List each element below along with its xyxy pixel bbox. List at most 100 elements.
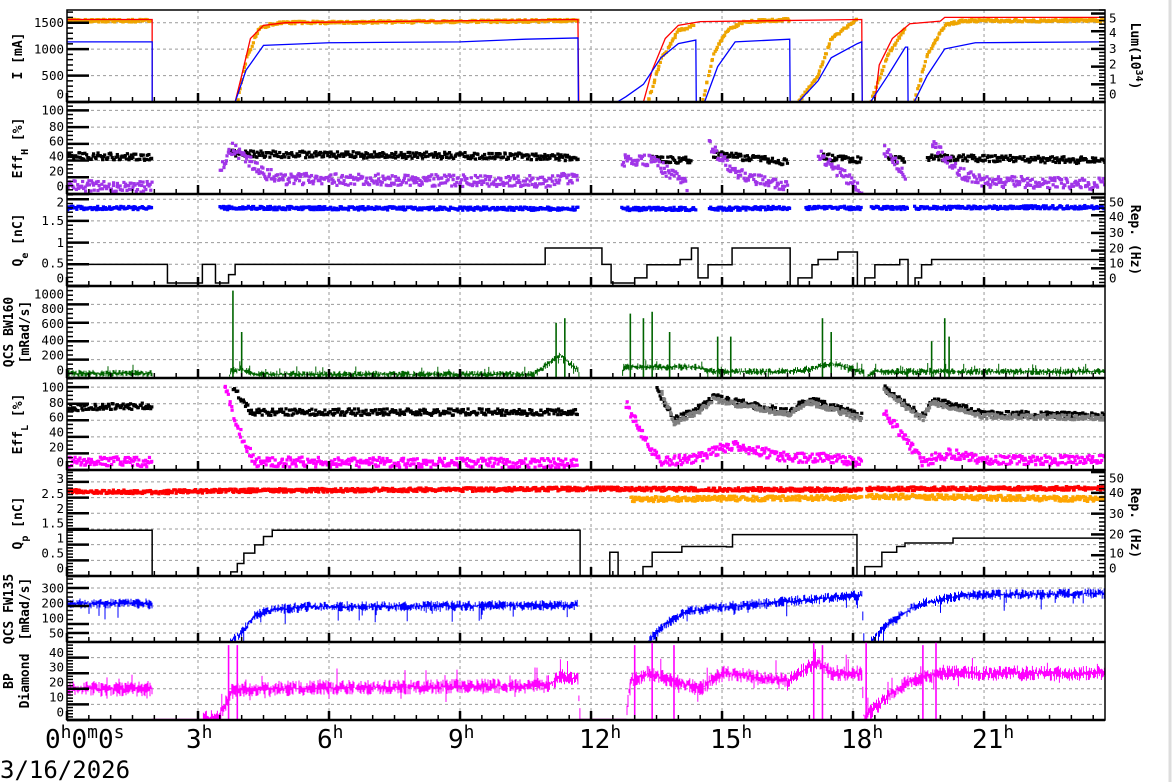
series-eff-l-black-point bbox=[566, 409, 571, 414]
series-eff-l-grey-point bbox=[941, 405, 945, 410]
series-eff-h-purple-point bbox=[352, 177, 356, 181]
series-eff-l-grey-point bbox=[1003, 416, 1007, 420]
series-eff-l-magenta-point bbox=[73, 455, 77, 459]
series-eff-l-black-point bbox=[106, 402, 111, 406]
series-eff-h-black-point bbox=[423, 151, 427, 155]
y-tick-label: 1 bbox=[56, 235, 64, 250]
series-eff-h-purple-point bbox=[509, 176, 513, 180]
right-tick-label: 30 bbox=[1109, 225, 1124, 240]
series-eff-h-purple-point bbox=[986, 180, 990, 184]
series-eff-h-black-point bbox=[899, 155, 903, 159]
series-eff-h-black-point bbox=[1009, 157, 1014, 161]
series-eff-h-purple-point bbox=[92, 188, 96, 192]
series-eff-h-black-point bbox=[257, 153, 262, 157]
series-eff-h-black-point bbox=[374, 153, 378, 157]
series-eff-h-purple-point bbox=[1087, 182, 1091, 186]
series-qe-charge-point bbox=[272, 208, 276, 212]
series-eff-l-grey-point bbox=[934, 400, 938, 404]
series-qe-charge-point bbox=[931, 206, 936, 211]
y-tick-label: 1000 bbox=[34, 286, 64, 301]
series-eff-h-purple-point bbox=[1063, 183, 1067, 188]
series-eff-h-purple-point bbox=[67, 185, 70, 190]
series-eff-h-purple-point bbox=[739, 173, 743, 177]
series-eff-l-black-point bbox=[396, 411, 400, 415]
series-eff-h-purple-point bbox=[329, 173, 333, 177]
series-ler-current-point bbox=[265, 25, 269, 29]
series-ler-current-point bbox=[528, 19, 532, 24]
series-eff-h-black-point bbox=[846, 156, 850, 160]
series-ler-current-point bbox=[106, 19, 110, 24]
series-eff-l-black-point bbox=[317, 410, 322, 414]
series-eff-h-black-point bbox=[1029, 156, 1033, 160]
series-eff-h-purple-point bbox=[418, 178, 422, 182]
series-qe-charge-point bbox=[632, 208, 637, 212]
series-eff-h-black-point bbox=[673, 158, 677, 162]
series-eff-l-black-point bbox=[126, 406, 130, 410]
series-qe-charge-point bbox=[358, 205, 362, 209]
series-eff-h-black-point bbox=[351, 150, 355, 154]
series-eff-h-black-point bbox=[1055, 156, 1059, 160]
series-eff-h-black-point bbox=[934, 154, 938, 159]
series-ler-current-point bbox=[250, 44, 254, 48]
series-eff-l-black-point bbox=[836, 404, 840, 408]
series-eff-l-grey-point bbox=[754, 404, 759, 408]
series-qe-charge-point bbox=[731, 206, 736, 210]
series-eff-h-purple-point bbox=[849, 181, 853, 185]
series-eff-h-black-point bbox=[987, 159, 991, 164]
series-qe-charge-point bbox=[420, 208, 424, 212]
series-qe-charge-point bbox=[1098, 205, 1102, 209]
series-eff-l-black-point bbox=[119, 405, 123, 410]
series-eff-l-black-point bbox=[262, 407, 266, 412]
series-ler-current-point bbox=[877, 78, 881, 82]
series-eff-l-black-point bbox=[449, 407, 453, 411]
series-eff-h-purple-point bbox=[461, 184, 465, 189]
series-eff-h-purple-point bbox=[307, 178, 311, 182]
series-eff-l-black-point bbox=[887, 389, 891, 393]
series-eff-h-purple-point bbox=[713, 145, 717, 149]
series-eff-h-purple-point bbox=[723, 155, 727, 159]
series-eff-l-black-point bbox=[1000, 411, 1004, 415]
series-ler-current-point bbox=[128, 20, 132, 24]
series-eff-h-purple-point bbox=[656, 164, 660, 168]
series-eff-h-black-point bbox=[465, 154, 470, 158]
series-eff-h-black-point bbox=[460, 152, 465, 156]
series-eff-h-purple-point bbox=[1095, 185, 1100, 189]
series-qe-charge-point bbox=[560, 208, 564, 212]
series-eff-h-purple-point bbox=[553, 182, 557, 186]
series-qe-charge-point bbox=[250, 207, 254, 211]
series-eff-h-black-point bbox=[377, 155, 381, 159]
series-eff-h-purple-point bbox=[461, 173, 466, 177]
series-eff-h-purple-point bbox=[830, 165, 834, 169]
series-ler-current-point bbox=[242, 69, 246, 73]
series-eff-h-purple-point bbox=[778, 187, 783, 191]
series-qe-charge-point bbox=[671, 208, 675, 212]
series-eff-l-black-point bbox=[440, 411, 444, 415]
series-eff-l-black-point bbox=[130, 407, 134, 411]
series-eff-h-purple-point bbox=[411, 178, 415, 182]
series-eff-l-black-point bbox=[107, 404, 111, 408]
series-eff-l-grey-point bbox=[849, 412, 853, 417]
series-eff-h-purple-point bbox=[100, 182, 104, 186]
series-eff-h-black-point bbox=[476, 152, 480, 156]
series-eff-l-grey-point bbox=[775, 412, 779, 416]
series-ler-current-point bbox=[973, 18, 977, 22]
series-eff-l-black-point bbox=[244, 401, 248, 406]
series-eff-h-purple-point bbox=[784, 180, 789, 184]
series-qe-charge-point bbox=[654, 205, 659, 210]
series-eff-h-black-point bbox=[441, 154, 445, 159]
series-eff-h-purple-point bbox=[102, 180, 106, 184]
series-eff-h-purple-point bbox=[1047, 180, 1051, 184]
series-qe-charge-point bbox=[401, 205, 406, 209]
series-eff-l-black-point bbox=[149, 407, 153, 411]
series-eff-h-black-point bbox=[835, 157, 839, 161]
series-qe-charge-point bbox=[313, 205, 317, 209]
series-eff-l-black-point bbox=[727, 397, 731, 401]
series-eff-l-grey-point bbox=[907, 407, 912, 411]
series-eff-h-purple-point bbox=[357, 172, 361, 176]
series-eff-h-black-point bbox=[535, 157, 539, 162]
series-eff-h-black-point bbox=[72, 157, 76, 161]
series-qe-charge-point bbox=[502, 207, 506, 211]
series-eff-h-purple-point bbox=[822, 154, 826, 158]
series-eff-h-black-point bbox=[539, 154, 543, 158]
series-qe-charge-point bbox=[742, 206, 746, 210]
